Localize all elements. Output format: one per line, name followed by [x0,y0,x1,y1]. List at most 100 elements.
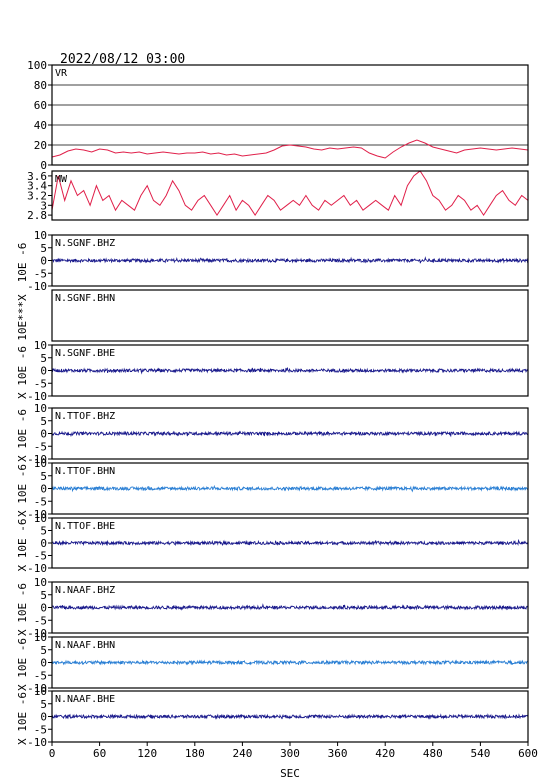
y-tick-label: 5 [40,415,47,428]
series-mw [51,170,529,217]
y-tick-label: 5 [40,589,47,602]
y-tick-label: 10 [34,339,47,352]
chart-datetime: 2022/08/12 03:00 [60,52,185,67]
panel-frame [51,234,529,287]
series-sgnf-bhz [51,256,529,264]
panel-sgnf-bhn: N.SGNF.BHN [51,289,529,342]
panel-label: N.SGNF.BHZ [55,238,115,249]
y-tick-label: -10 [27,627,47,640]
y-tick-label: 2.8 [27,209,47,222]
y-tick-label: 10 [34,576,47,589]
y-tick-label: -10 [27,508,47,521]
y-tick-label: 0 [40,255,47,268]
panel-label: N.SGNF.BHN [55,293,115,304]
y-tick-label: 10 [34,229,47,242]
y-tick-label: 80 [34,79,47,92]
y-tick-label: 5 [40,644,47,657]
y-tick-label: 40 [34,119,47,132]
y-axis-unit-label: X 10E -6 [16,346,29,399]
series-naaf-bhe [51,713,529,720]
panel-label: VR [55,68,68,79]
y-tick-label: -5 [34,550,47,563]
y-tick-label: 10 [34,685,47,698]
panel-label: N.TTOF.BHE [55,521,115,532]
y-tick-label: 5 [40,525,47,538]
panel-mw: 2.833.23.43.6 MW [27,170,529,222]
y-axis-unit-label: X 10E -6 [16,692,29,745]
y-tick-label: 5 [40,352,47,365]
panel-frame [51,636,529,689]
series-ttof-bhz [51,430,529,438]
y-tick-label: -10 [27,562,47,575]
y-axis-unit-label: X 10E -6 [16,638,29,691]
y-tick-label: -5 [34,440,47,453]
y-tick-label: 0 [40,537,47,550]
x-tick-label: 300 [280,747,300,760]
x-tick-label: 600 [518,747,538,760]
y-tick-label: 0 [40,602,47,615]
panel-label: N.SGNF.BHE [55,348,115,359]
y-axis-unit-label: 10E -6 [16,243,29,283]
panel-label: N.NAAF.BHZ [55,585,115,596]
x-axis: 0 60 120 180 240 300 360 420 480 540 600 [49,742,538,760]
panel-vr: 0 20 40 60 80 100 VR [27,59,529,172]
y-tick-label: 0 [40,711,47,724]
y-tick-label: -5 [34,267,47,280]
x-axis-label: SEC [280,767,300,780]
y-tick-label: 5 [40,470,47,483]
y-tick-label: 20 [34,139,47,152]
panel-frame [51,289,529,342]
panel-frame [51,344,529,397]
y-tick-label: 0 [40,483,47,496]
series-ttof-bhn [51,484,529,493]
series-naaf-bhn [51,659,529,666]
x-tick-label: 0 [49,747,56,760]
x-tick-label: 180 [185,747,205,760]
x-tick-label: 60 [93,747,106,760]
panel-frame [51,64,529,166]
x-tick-label: 480 [423,747,443,760]
y-axis-unit-label: X 10E -6 [16,583,29,636]
y-tick-label: 0 [40,365,47,378]
y-tick-label: -5 [34,669,47,682]
y-tick-label: -5 [34,495,47,508]
y-tick-label: 3.6 [27,170,47,183]
y-tick-label: -5 [34,614,47,627]
y-tick-label: 10 [34,631,47,644]
panel-frame [51,407,529,460]
y-tick-label: 3.4 [27,180,47,193]
series-naaf-bhz [51,603,529,611]
y-tick-label: -10 [27,280,47,293]
y-tick-label: 0 [40,428,47,441]
y-tick-label: 5 [40,698,47,711]
series-ttof-bhe [51,538,529,547]
panel-label: N.NAAF.BHE [55,694,115,705]
panel-label: MW [55,174,68,185]
y-tick-label: -10 [27,736,47,749]
series-sgnf-bhe [51,366,529,375]
y-tick-label: -10 [27,453,47,466]
y-tick-label: -5 [34,723,47,736]
x-tick-label: 120 [137,747,157,760]
y-tick-label: 3.2 [27,190,47,203]
y-tick-label: 5 [40,242,47,255]
panel-label: N.TTOF.BHN [55,466,115,477]
panel-frame [51,517,529,569]
y-tick-label: 10 [34,512,47,525]
y-tick-label: -5 [34,377,47,390]
x-tick-label: 420 [375,747,395,760]
panel-frame [51,581,529,634]
y-axis-unit-label: X 10E -6 [16,519,29,572]
y-axis-unit-label: 10E***X [16,294,29,341]
y-tick-label: 3 [40,199,47,212]
x-tick-label: 240 [232,747,252,760]
y-axis-unit-label: X 10E -6 [16,409,29,462]
